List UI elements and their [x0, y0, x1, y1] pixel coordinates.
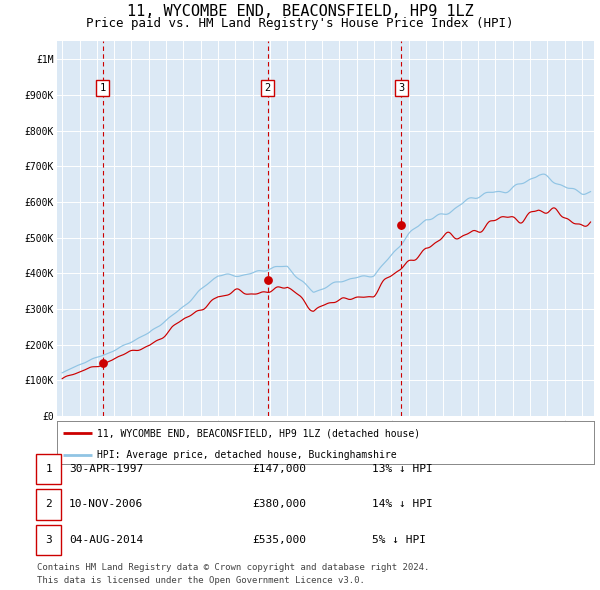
Text: £147,000: £147,000	[252, 464, 306, 474]
Text: 3: 3	[45, 535, 52, 545]
Text: 11, WYCOMBE END, BEACONSFIELD, HP9 1LZ: 11, WYCOMBE END, BEACONSFIELD, HP9 1LZ	[127, 4, 473, 18]
Text: £535,000: £535,000	[252, 535, 306, 545]
Text: 3: 3	[398, 83, 404, 93]
Text: 5% ↓ HPI: 5% ↓ HPI	[372, 535, 426, 545]
Text: HPI: Average price, detached house, Buckinghamshire: HPI: Average price, detached house, Buck…	[97, 450, 397, 460]
Text: 14% ↓ HPI: 14% ↓ HPI	[372, 500, 433, 509]
Text: 2: 2	[265, 83, 271, 93]
Text: 10-NOV-2006: 10-NOV-2006	[69, 500, 143, 509]
Text: Contains HM Land Registry data © Crown copyright and database right 2024.: Contains HM Land Registry data © Crown c…	[37, 563, 430, 572]
Point	[263, 276, 272, 285]
Point	[98, 359, 107, 368]
Text: 30-APR-1997: 30-APR-1997	[69, 464, 143, 474]
Point	[397, 220, 406, 230]
Text: Price paid vs. HM Land Registry's House Price Index (HPI): Price paid vs. HM Land Registry's House …	[86, 17, 514, 30]
Text: 1: 1	[45, 464, 52, 474]
Text: 04-AUG-2014: 04-AUG-2014	[69, 535, 143, 545]
Text: 11, WYCOMBE END, BEACONSFIELD, HP9 1LZ (detached house): 11, WYCOMBE END, BEACONSFIELD, HP9 1LZ (…	[97, 428, 421, 438]
Text: This data is licensed under the Open Government Licence v3.0.: This data is licensed under the Open Gov…	[37, 576, 365, 585]
Text: £380,000: £380,000	[252, 500, 306, 509]
Text: 13% ↓ HPI: 13% ↓ HPI	[372, 464, 433, 474]
Text: 1: 1	[100, 83, 106, 93]
Text: 2: 2	[45, 500, 52, 509]
